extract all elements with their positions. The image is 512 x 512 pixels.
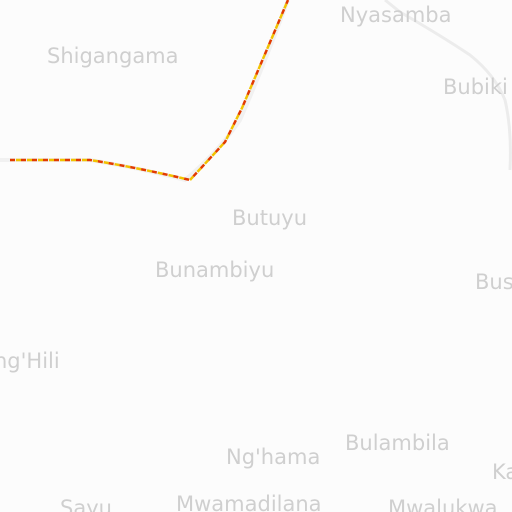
place-label-nghama[interactable]: Ng'hama (226, 445, 321, 469)
place-label-butuyu[interactable]: Butuyu (232, 206, 307, 230)
place-label-sayu[interactable]: Sayu (60, 496, 112, 512)
place-label-shigangama[interactable]: Shigangama (47, 44, 179, 68)
place-label-bulambila[interactable]: Bulambila (345, 431, 450, 455)
boundary-line-red (10, 0, 290, 182)
place-label-nyasamba[interactable]: Nyasamba (340, 3, 452, 27)
place-label-bus[interactable]: Bus (475, 270, 512, 294)
place-label-mwalukwa[interactable]: Mwalukwa (388, 496, 498, 512)
place-label-nghili[interactable]: ng'Hili (0, 349, 60, 373)
place-label-mwamadilana[interactable]: Mwamadilana (176, 492, 322, 512)
boundary-line-yellow (10, 0, 290, 182)
road-northeast (384, 0, 512, 171)
place-label-bubiki[interactable]: Bubiki (443, 75, 508, 99)
road-northwest (0, 0, 290, 183)
place-label-ka[interactable]: Ka (492, 460, 512, 484)
place-label-bunambiyu[interactable]: Bunambiyu (155, 258, 275, 282)
